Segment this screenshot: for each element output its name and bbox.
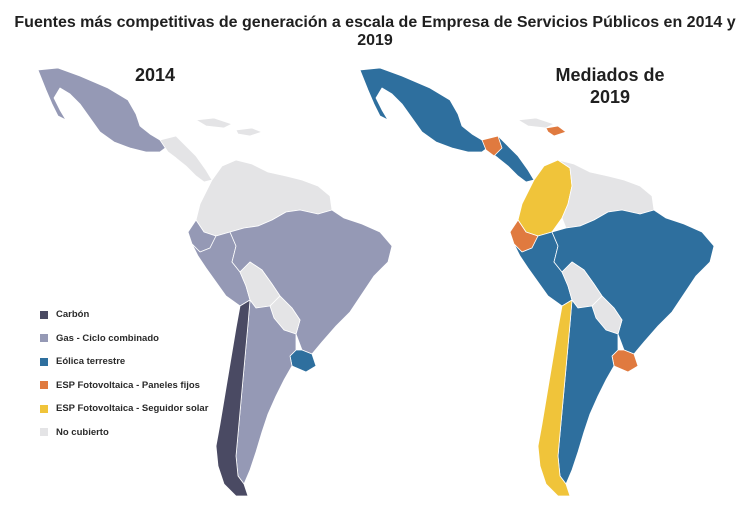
legend-label-coal: Carbón	[56, 309, 90, 321]
legend-label-gas: Gas - Ciclo combinado	[56, 332, 159, 344]
legend-label-wind: Eólica terrestre	[56, 356, 126, 368]
legend-label-not-covered: No cubierto	[56, 426, 109, 438]
legend-swatch-coal	[40, 310, 48, 319]
legend-item-wind: Eólica terrestre	[40, 350, 230, 374]
legend: Carbón Gas - Ciclo combinado Eólica terr…	[40, 303, 230, 444]
legend-item-not-covered: No cubierto	[40, 421, 230, 445]
legend-swatch-not-covered	[40, 428, 48, 437]
region-2014-chile	[215, 299, 251, 497]
region-2019-guatemala	[481, 135, 503, 157]
region-2019-mexico	[359, 67, 491, 153]
region-2019-chile	[537, 299, 573, 497]
panel-title-2019-line1: Mediados de	[555, 65, 665, 85]
region-2019-caribbean	[517, 117, 555, 129]
region-2014-central-america	[159, 135, 213, 183]
legend-swatch-wind	[40, 357, 48, 366]
legend-label-pv-tracker: ESP Fotovoltaica - Seguidor solar	[56, 403, 209, 415]
legend-swatch-pv-fixed	[40, 381, 48, 390]
panel-title-2019-line2: 2019	[589, 87, 631, 107]
region-2014-mexico	[37, 67, 169, 153]
panel-title-2014: 2014	[134, 65, 176, 85]
legend-label-pv-fixed: ESP Fotovoltaica - Paneles fijos	[56, 379, 200, 391]
legend-swatch-gas	[40, 334, 48, 343]
panel-title-2019: Mediados de 2019	[535, 64, 685, 108]
region-2014-caribbean	[195, 117, 263, 137]
legend-swatch-pv-tracker	[40, 404, 48, 413]
legend-item-pv-fixed: ESP Fotovoltaica - Paneles fijos	[40, 374, 230, 398]
legend-item-coal: Carbón	[40, 303, 230, 327]
legend-item-pv-tracker: ESP Fotovoltaica - Seguidor solar	[40, 397, 230, 421]
legend-item-gas: Gas - Ciclo combinado	[40, 327, 230, 351]
chart-title: Fuentes más competitivas de generación a…	[14, 14, 736, 49]
region-2019-haiti-dr	[545, 125, 567, 137]
